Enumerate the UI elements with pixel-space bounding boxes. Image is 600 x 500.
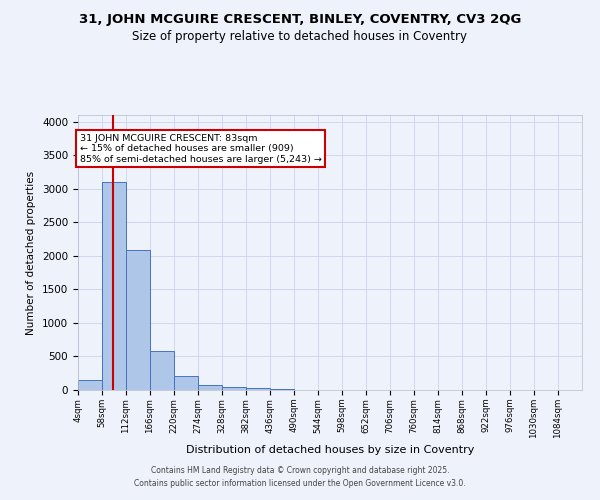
Bar bbox=[246, 388, 270, 390]
Bar bbox=[174, 376, 198, 390]
X-axis label: Distribution of detached houses by size in Coventry: Distribution of detached houses by size … bbox=[186, 445, 474, 455]
Bar bbox=[222, 387, 246, 390]
Y-axis label: Number of detached properties: Number of detached properties bbox=[26, 170, 37, 334]
Text: Contains HM Land Registry data © Crown copyright and database right 2025.
Contai: Contains HM Land Registry data © Crown c… bbox=[134, 466, 466, 487]
Bar bbox=[198, 386, 222, 390]
Bar bbox=[150, 352, 174, 390]
Bar bbox=[126, 250, 150, 390]
Text: Size of property relative to detached houses in Coventry: Size of property relative to detached ho… bbox=[133, 30, 467, 43]
Bar bbox=[78, 380, 102, 390]
Bar bbox=[270, 389, 294, 390]
Bar bbox=[102, 182, 126, 390]
Text: 31 JOHN MCGUIRE CRESCENT: 83sqm
← 15% of detached houses are smaller (909)
85% o: 31 JOHN MCGUIRE CRESCENT: 83sqm ← 15% of… bbox=[80, 134, 322, 164]
Text: 31, JOHN MCGUIRE CRESCENT, BINLEY, COVENTRY, CV3 2QG: 31, JOHN MCGUIRE CRESCENT, BINLEY, COVEN… bbox=[79, 12, 521, 26]
